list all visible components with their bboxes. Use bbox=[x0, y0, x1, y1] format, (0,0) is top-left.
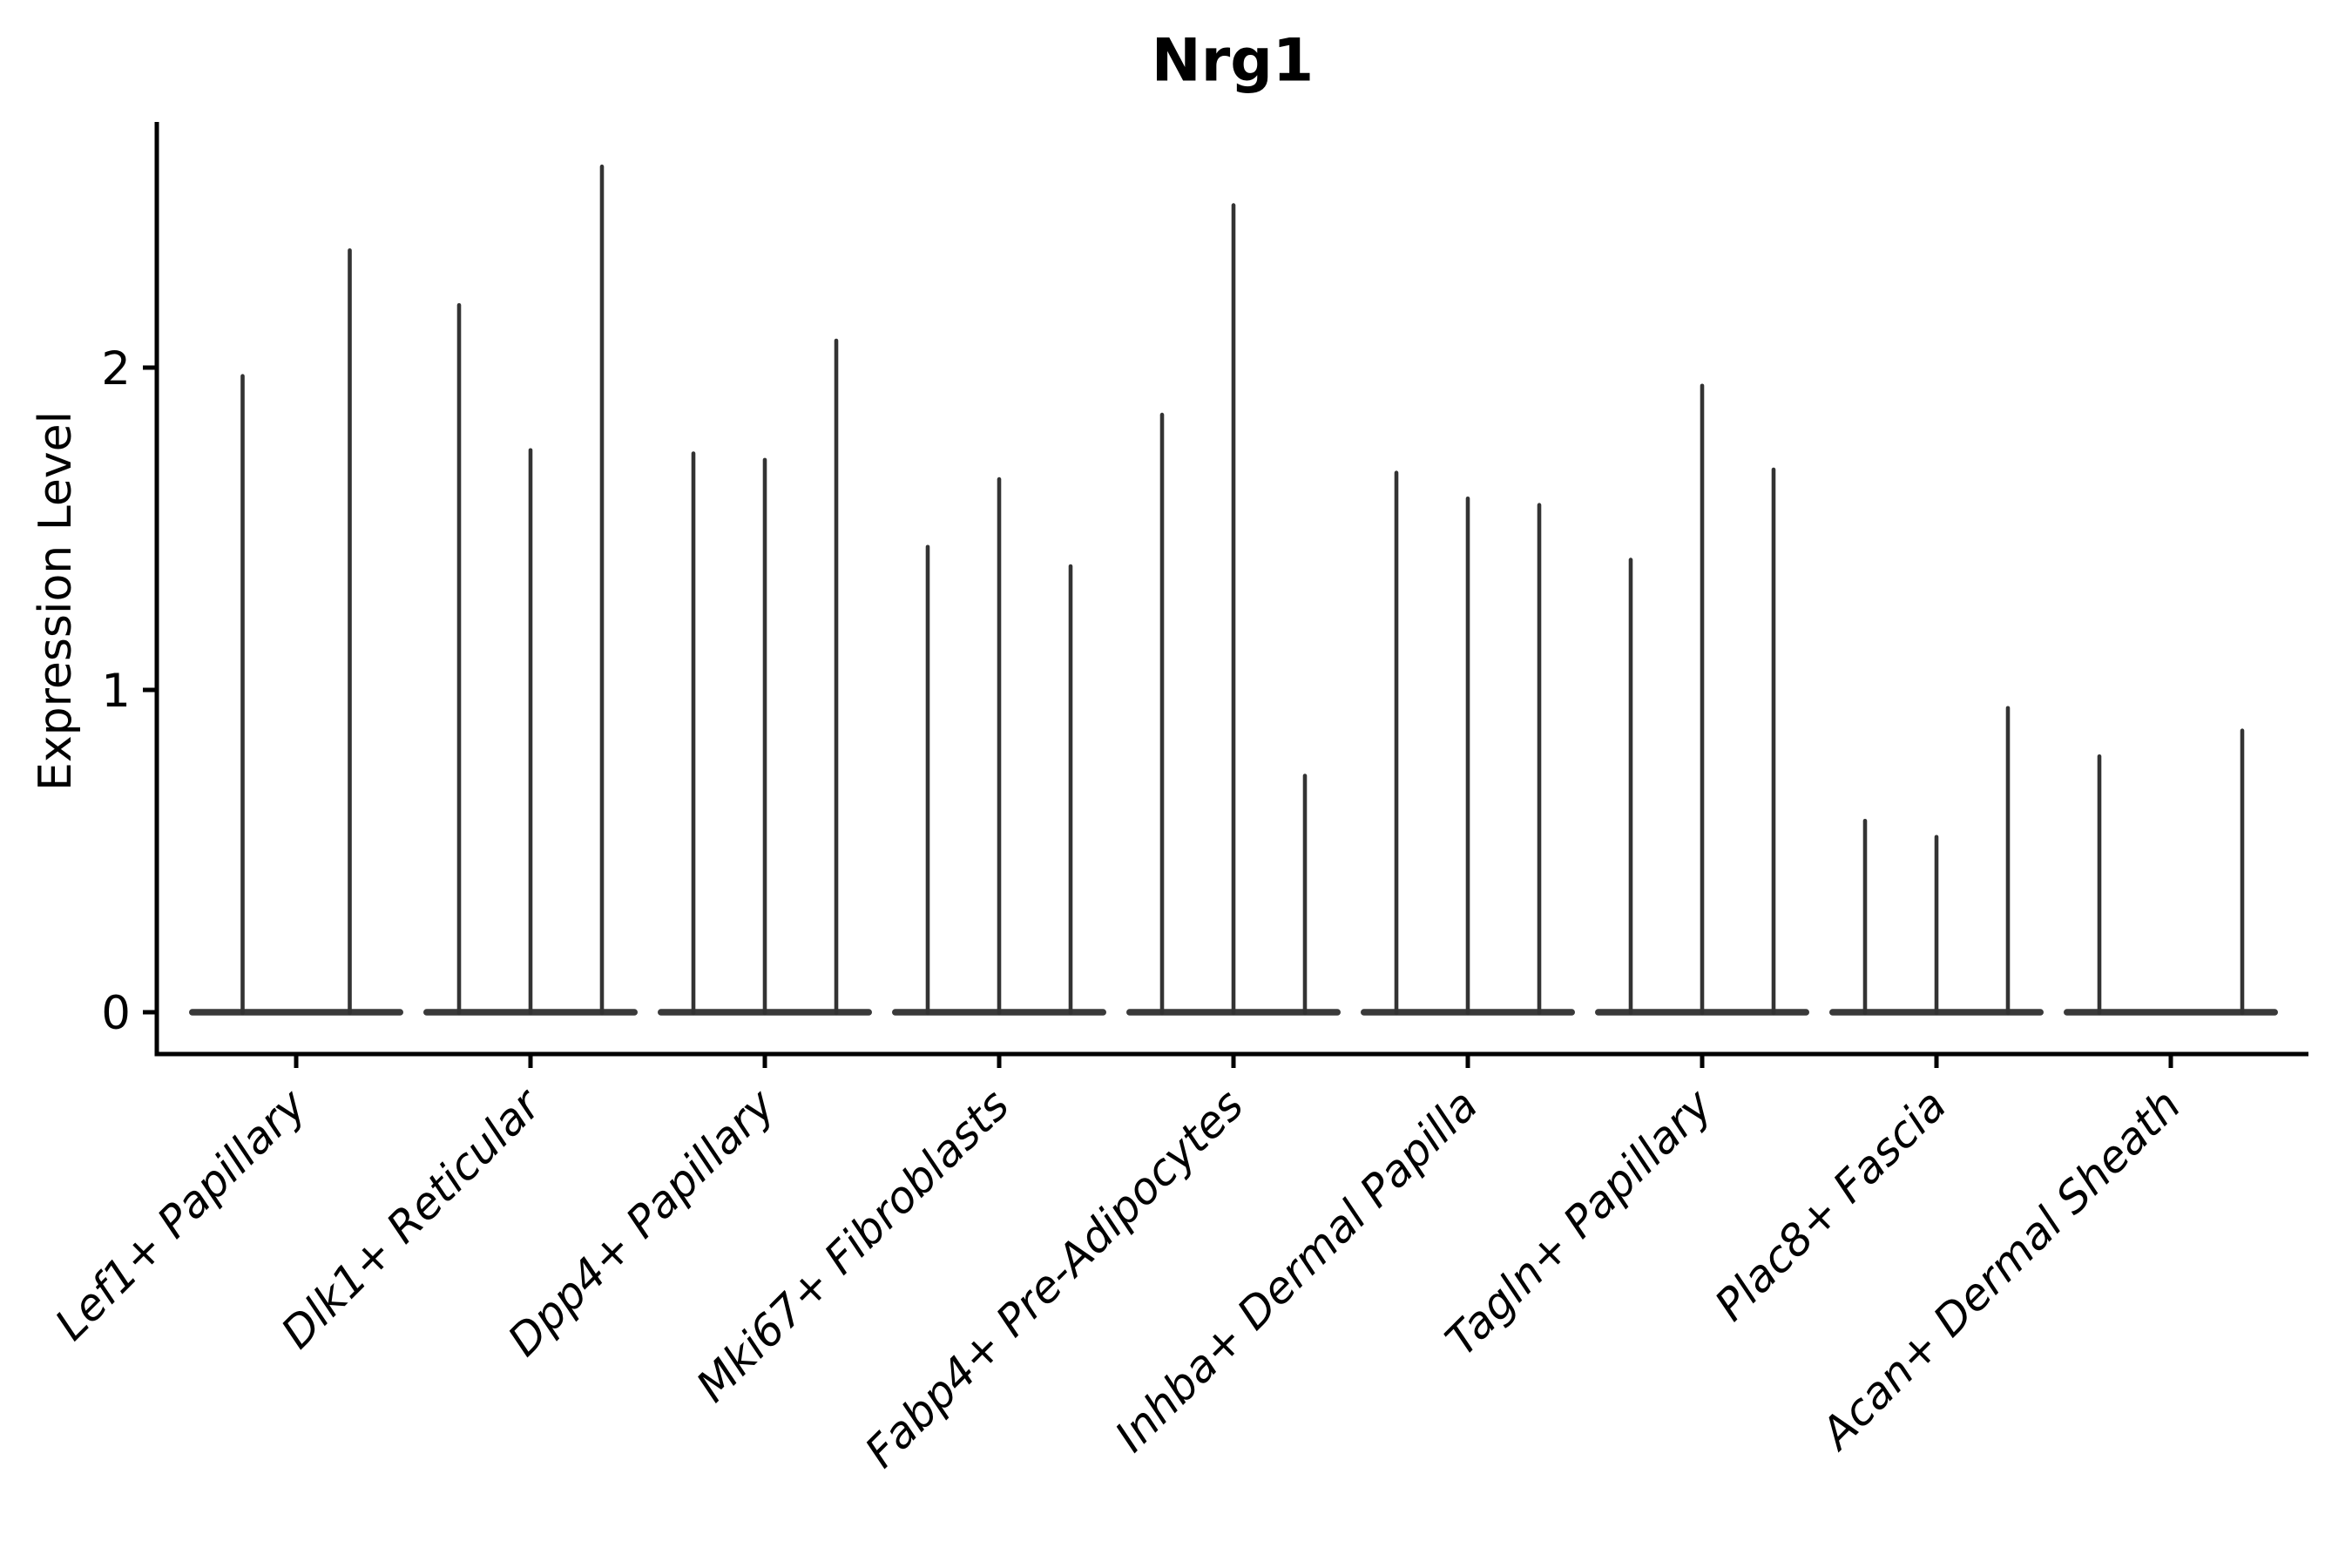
y-tick-label: 2 bbox=[101, 342, 131, 395]
x-tick-label: Dlk1+ Reticular bbox=[272, 1078, 552, 1358]
y-tick-label: 0 bbox=[101, 987, 131, 1040]
y-tick-label: 1 bbox=[101, 665, 131, 718]
x-tick-label: Fabp4+ Pre-Adipocytes bbox=[855, 1079, 1254, 1477]
x-tick-label: Lef1+ Papillary bbox=[45, 1078, 316, 1349]
violin-baseline bbox=[2064, 1009, 2278, 1016]
x-tick-label: Plac8+ Fascia bbox=[1706, 1079, 1957, 1330]
violin-baseline bbox=[189, 1009, 403, 1016]
chart-title: Nrg1 bbox=[1151, 26, 1315, 96]
